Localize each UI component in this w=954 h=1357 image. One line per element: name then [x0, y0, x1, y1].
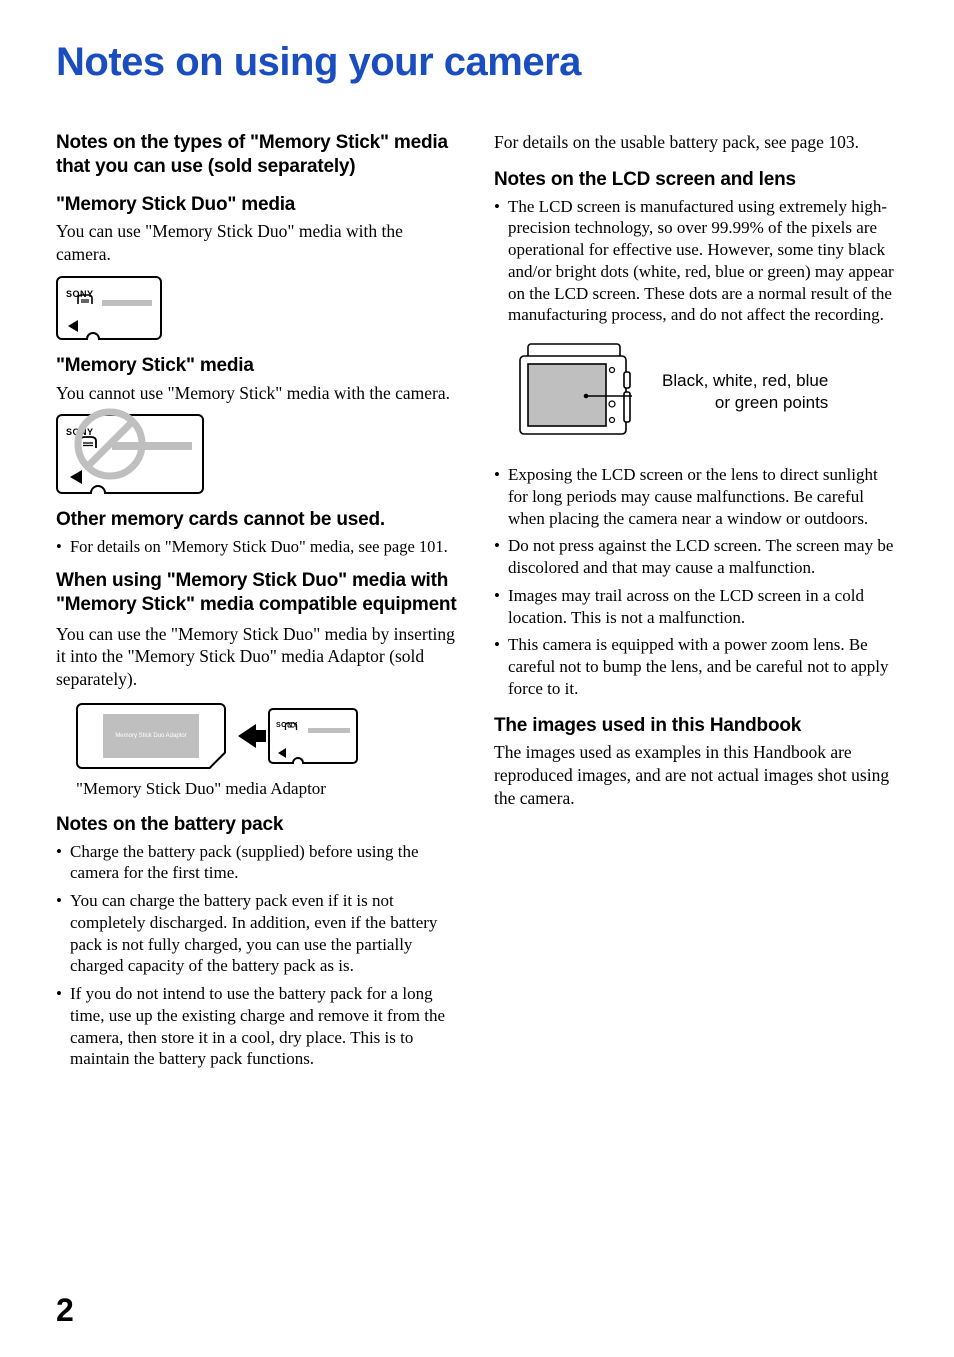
adaptor-caption: "Memory Stick Duo" media Adaptor: [76, 779, 460, 799]
page-number: 2: [56, 1292, 74, 1329]
heading-handbook-images: The images used in this Handbook: [494, 714, 898, 738]
figure-adaptor: Memory Stick Duo Adaptor SONY: [76, 703, 460, 769]
text-battery-details-ref: For details on the usable battery pack, …: [494, 131, 898, 154]
text-handbook-images: The images used as examples in this Hand…: [494, 741, 898, 809]
heading-adaptor: When using "Memory Stick Duo" media with…: [56, 569, 460, 617]
page-title: Notes on using your camera: [56, 40, 898, 85]
card-notch: [86, 332, 100, 340]
card-notch: [292, 757, 304, 764]
arrow-left-icon: [70, 470, 82, 484]
battery-bullets: Charge the battery pack (supplied) befor…: [56, 841, 460, 1071]
card-notch: [90, 485, 106, 494]
heading-battery: Notes on the battery pack: [56, 813, 460, 837]
heading-lcd: Notes on the LCD screen and lens: [494, 168, 898, 192]
left-column: Notes on the types of "Memory Stick" med…: [56, 131, 460, 1080]
card-slot: [102, 300, 152, 306]
connector-icon: [284, 722, 298, 730]
figure-lcd-device: Black, white, red, blue or green points: [514, 342, 898, 442]
ms-duo-small-illustration: SONY: [268, 708, 358, 764]
lcd-label-line1: Black, white, red, blue: [662, 371, 828, 390]
ms-duo-card-illustration: SONY: [56, 276, 162, 340]
adaptor-inner-label: Memory Stick Duo Adaptor: [103, 714, 199, 758]
text-adaptor: You can use the "Memory Stick Duo" media…: [56, 623, 460, 691]
list-item: Charge the battery pack (supplied) befor…: [56, 841, 460, 885]
heading-other-cards: Other memory cards cannot be used.: [56, 508, 460, 532]
list-item: If you do not intend to use the battery …: [56, 983, 460, 1070]
list-item: You can charge the battery pack even if …: [56, 890, 460, 977]
heading-ms: "Memory Stick" media: [56, 354, 460, 378]
connector-icon: [76, 294, 94, 304]
arrow-left-icon: [278, 748, 286, 758]
figure-ms-duo-card: SONY: [56, 276, 460, 340]
other-cards-bullets: For details on "Memory Stick Duo" media,…: [56, 536, 460, 557]
two-column-layout: Notes on the types of "Memory Stick" med…: [56, 131, 898, 1080]
text-ms-not-usable: You cannot use "Memory Stick" media with…: [56, 382, 460, 405]
list-item: For details on "Memory Stick Duo" media,…: [56, 536, 460, 557]
figure-ms-card-prohibited: SONY: [56, 414, 460, 494]
right-column: For details on the usable battery pack, …: [494, 131, 898, 1080]
list-item: The LCD screen is manufactured using ext…: [494, 196, 898, 327]
list-item: This camera is equipped with a power zoo…: [494, 634, 898, 699]
adaptor-illustration: Memory Stick Duo Adaptor: [76, 703, 226, 769]
ms-card-illustration: SONY: [56, 414, 204, 494]
lcd-bullet-first: The LCD screen is manufactured using ext…: [494, 196, 898, 327]
lcd-device-illustration: [514, 342, 632, 442]
card-slot: [308, 728, 350, 733]
list-item: Images may trail across on the LCD scree…: [494, 585, 898, 629]
adaptor-corner-cut: [210, 753, 226, 769]
text-ms-duo-usable: You can use "Memory Stick Duo" media wit…: [56, 220, 460, 266]
lcd-label-line2: or green points: [715, 393, 828, 412]
arrow-left-icon: [68, 320, 78, 332]
list-item: Exposing the LCD screen or the lens to d…: [494, 464, 898, 529]
arrow-left-icon: [238, 724, 256, 748]
list-item: Do not press against the LCD screen. The…: [494, 535, 898, 579]
lcd-points-label: Black, white, red, blue or green points: [662, 370, 828, 414]
lcd-bullets-rest: Exposing the LCD screen or the lens to d…: [494, 464, 898, 700]
connector-icon: [78, 436, 98, 448]
card-slot: [112, 442, 192, 450]
heading-memory-stick-types: Notes on the types of "Memory Stick" med…: [56, 131, 460, 179]
heading-ms-duo: "Memory Stick Duo" media: [56, 193, 460, 217]
